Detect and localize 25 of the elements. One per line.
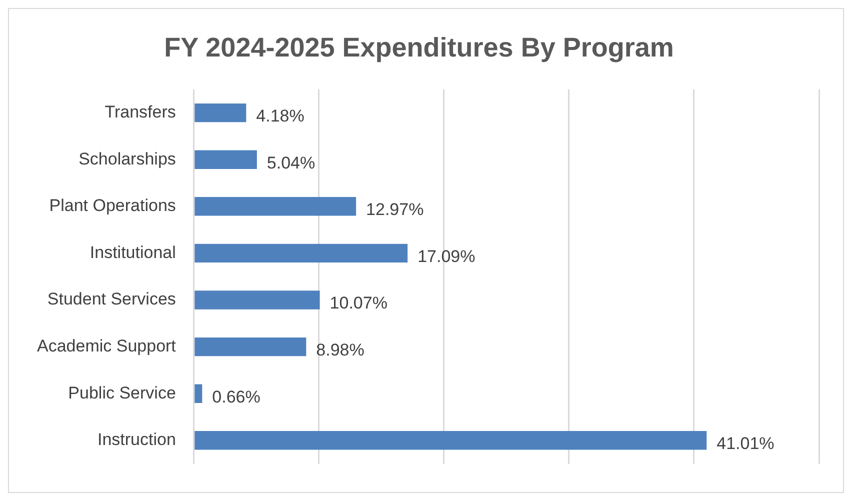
y-tick-label: Academic Support xyxy=(37,336,176,356)
y-tick-label: Transfers xyxy=(104,102,176,122)
bar xyxy=(194,150,257,169)
data-label: 8.98% xyxy=(316,340,364,360)
data-label: 4.18% xyxy=(256,106,304,126)
data-label: 5.04% xyxy=(266,153,316,172)
bar xyxy=(194,431,707,450)
y-tick-label: Plant Operations xyxy=(49,196,176,216)
bar xyxy=(194,290,320,310)
bar xyxy=(194,244,408,263)
bar xyxy=(194,337,306,356)
data-label: 41.01% xyxy=(716,434,774,454)
chart-title: FY 2024-2025 Expenditures By Program xyxy=(164,32,674,63)
y-tick-label: Scholarships xyxy=(78,149,176,168)
data-label: 17.09% xyxy=(418,246,476,266)
data-label: 0.66% xyxy=(212,387,260,406)
y-tick-label: Instruction xyxy=(97,430,176,450)
data-label: 12.97% xyxy=(366,200,424,220)
bar xyxy=(194,103,246,122)
y-tick-label: Student Services xyxy=(47,290,176,309)
bar xyxy=(194,384,202,403)
data-label: 10.07% xyxy=(330,294,388,313)
bar xyxy=(194,197,356,216)
y-tick-label: Public Service xyxy=(68,383,176,402)
y-tick-label: Institutional xyxy=(90,242,176,262)
